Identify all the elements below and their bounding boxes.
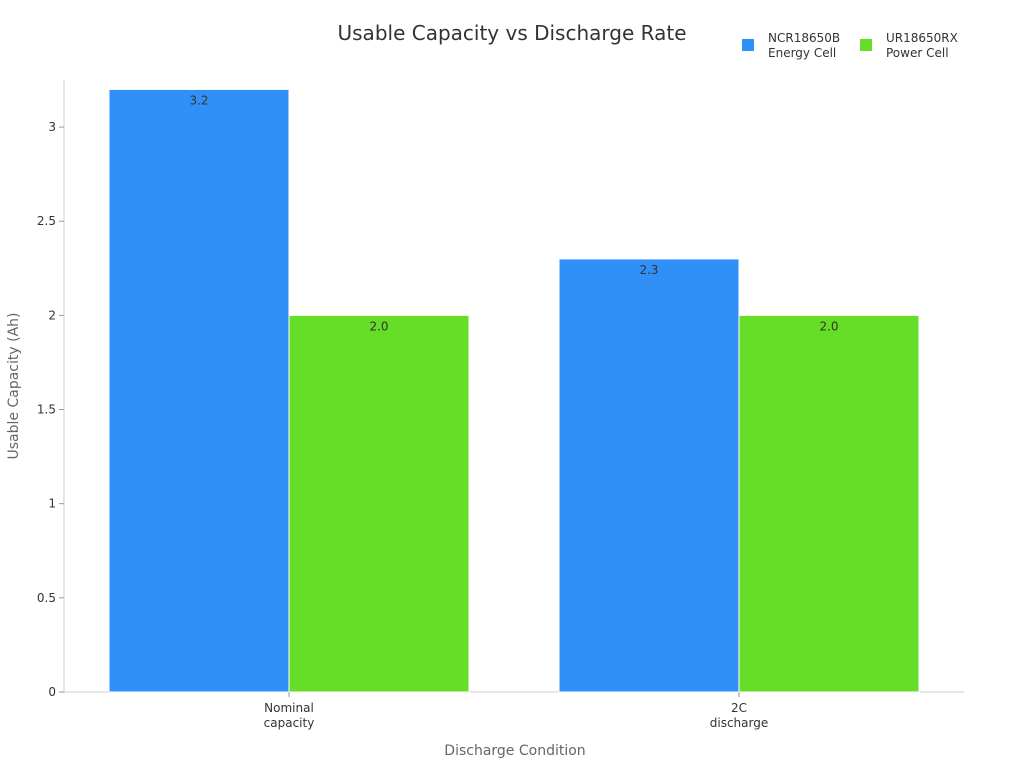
bar-value-label: 3.2 xyxy=(189,93,208,107)
bar-value-label: 2.0 xyxy=(369,319,388,333)
y-axis-ticks: 0 0.5 1 1.5 2 2.5 3 xyxy=(37,120,64,699)
x-axis-ticks: Nominal capacity 2C discharge xyxy=(264,692,768,730)
y-tick-label: 0.5 xyxy=(37,591,56,605)
y-tick-label: 2 xyxy=(48,308,56,322)
y-tick-label: 2.5 xyxy=(37,214,56,228)
legend-label: UR18650RX Power Cell xyxy=(886,31,958,60)
y-axis-title: Usable Capacity (Ah) xyxy=(6,313,22,460)
bar xyxy=(288,314,470,693)
chart-title: Usable Capacity vs Discharge Rate xyxy=(338,21,687,45)
x-tick-label: Nominal capacity xyxy=(264,701,315,730)
y-tick-label: 1 xyxy=(48,497,56,511)
legend-label: NCR18650B Energy Cell xyxy=(768,31,840,60)
x-axis-title: Discharge Condition xyxy=(444,743,585,759)
bar xyxy=(738,314,920,693)
bar xyxy=(108,88,290,693)
y-tick-label: 3 xyxy=(48,120,56,134)
legend-swatch xyxy=(860,39,872,51)
bars: 3.2 2.0 2.3 2.0 xyxy=(108,88,920,693)
bar-value-label: 2.3 xyxy=(639,263,658,277)
y-tick-label: 0 xyxy=(48,685,56,699)
x-tick-label: 2C discharge xyxy=(710,701,768,730)
bar-value-label: 2.0 xyxy=(819,319,838,333)
legend-swatch xyxy=(742,39,754,51)
legend: NCR18650B Energy Cell UR18650RX Power Cell xyxy=(742,31,958,60)
bar xyxy=(558,258,740,693)
y-tick-label: 1.5 xyxy=(37,403,56,417)
